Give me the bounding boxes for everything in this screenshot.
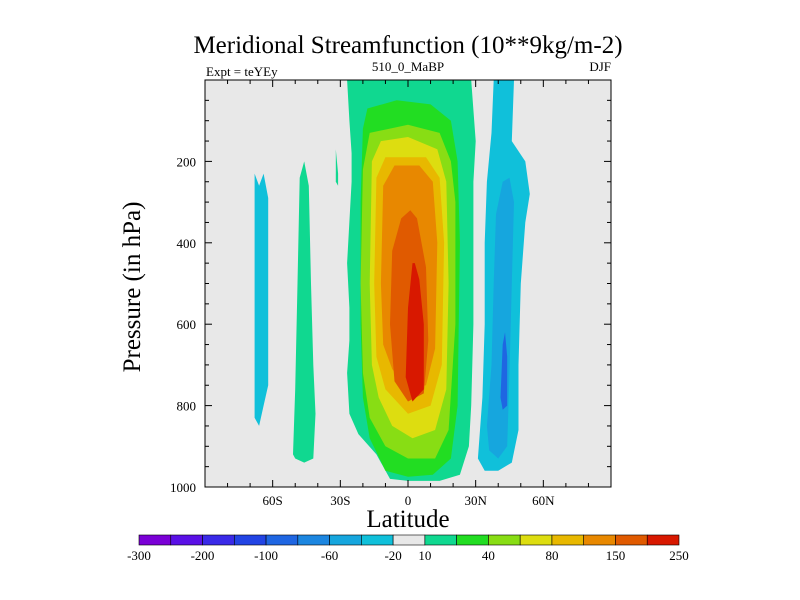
x-tick-label: 60S [263, 493, 283, 508]
colorbar-swatch [233, 534, 267, 546]
colorbar-swatch [361, 534, 394, 546]
y-axis-label: Pressure (in hPa) [119, 202, 146, 373]
experiment-label: Expt = teYEy [206, 64, 278, 79]
colorbar-swatch [329, 534, 362, 546]
colorbar-label: 10 [418, 548, 431, 563]
colorbar-swatch [138, 534, 172, 546]
x-axis-label: Latitude [366, 506, 449, 533]
x-axis-minor-ticks [227, 80, 589, 487]
x-tick-label: 0 [405, 493, 412, 508]
y-axis-minor-ticks [205, 99, 611, 468]
x-tick-label: 30S [330, 493, 350, 508]
colorbar-swatch [297, 534, 330, 546]
season-label: DJF [589, 59, 611, 74]
contour-cell-sh-outer [254, 173, 269, 426]
colorbar-swatch [646, 534, 680, 546]
colorbar-swatch [170, 534, 203, 546]
colorbar-label: 250 [669, 548, 689, 563]
contour-hadley-300 [405, 263, 424, 402]
y-axis-ticks: 200 400 600 800 1000 [170, 154, 611, 495]
colorbar-swatch [519, 534, 553, 546]
colorbar-label: -60 [321, 548, 338, 563]
y-tick-label: 1000 [170, 480, 196, 495]
x-tick-label: 60N [532, 493, 555, 508]
y-tick-label: 800 [177, 399, 197, 414]
colorbar-label: -300 [127, 548, 151, 563]
colorbar-swatch [551, 534, 585, 546]
contour-cell-nh-inner [486, 177, 514, 459]
period-label: 510_0_MaBP [372, 59, 444, 74]
y-tick-label: 400 [177, 236, 197, 251]
colorbar-swatch [424, 534, 457, 546]
colorbar-swatch [265, 534, 299, 546]
contour-cell-sh-mid [293, 161, 316, 463]
colorbar-label: 40 [482, 548, 495, 563]
colorbar-label: -200 [191, 548, 215, 563]
chart-title: Meridional Streamfunction (10**9kg/m-2) [193, 32, 622, 59]
colorbar-swatch [392, 534, 426, 546]
contour-fill-group [254, 80, 530, 481]
colorbar-swatch [488, 534, 521, 546]
colorbar-label: 80 [545, 548, 558, 563]
x-tick-label: 30N [464, 493, 487, 508]
x-axis-ticks: 60S 30S 0 30N 60N [263, 80, 555, 508]
colorbar-label: -100 [254, 548, 278, 563]
y-tick-label: 600 [177, 317, 197, 332]
colorbar-swatch [615, 534, 648, 546]
colorbar-swatch [456, 534, 489, 546]
colorbar-swatch [583, 534, 616, 546]
colorbar-label: -20 [384, 548, 401, 563]
colorbar: -300 -200 -100 -60 -20 10 40 80 150 250 [127, 534, 689, 563]
y-tick-label: 200 [177, 154, 197, 169]
colorbar-swatch [202, 534, 235, 546]
contour-cell-sh-thin [335, 149, 339, 186]
contour-cell-nh-core [500, 332, 508, 410]
colorbar-label: 150 [606, 548, 626, 563]
